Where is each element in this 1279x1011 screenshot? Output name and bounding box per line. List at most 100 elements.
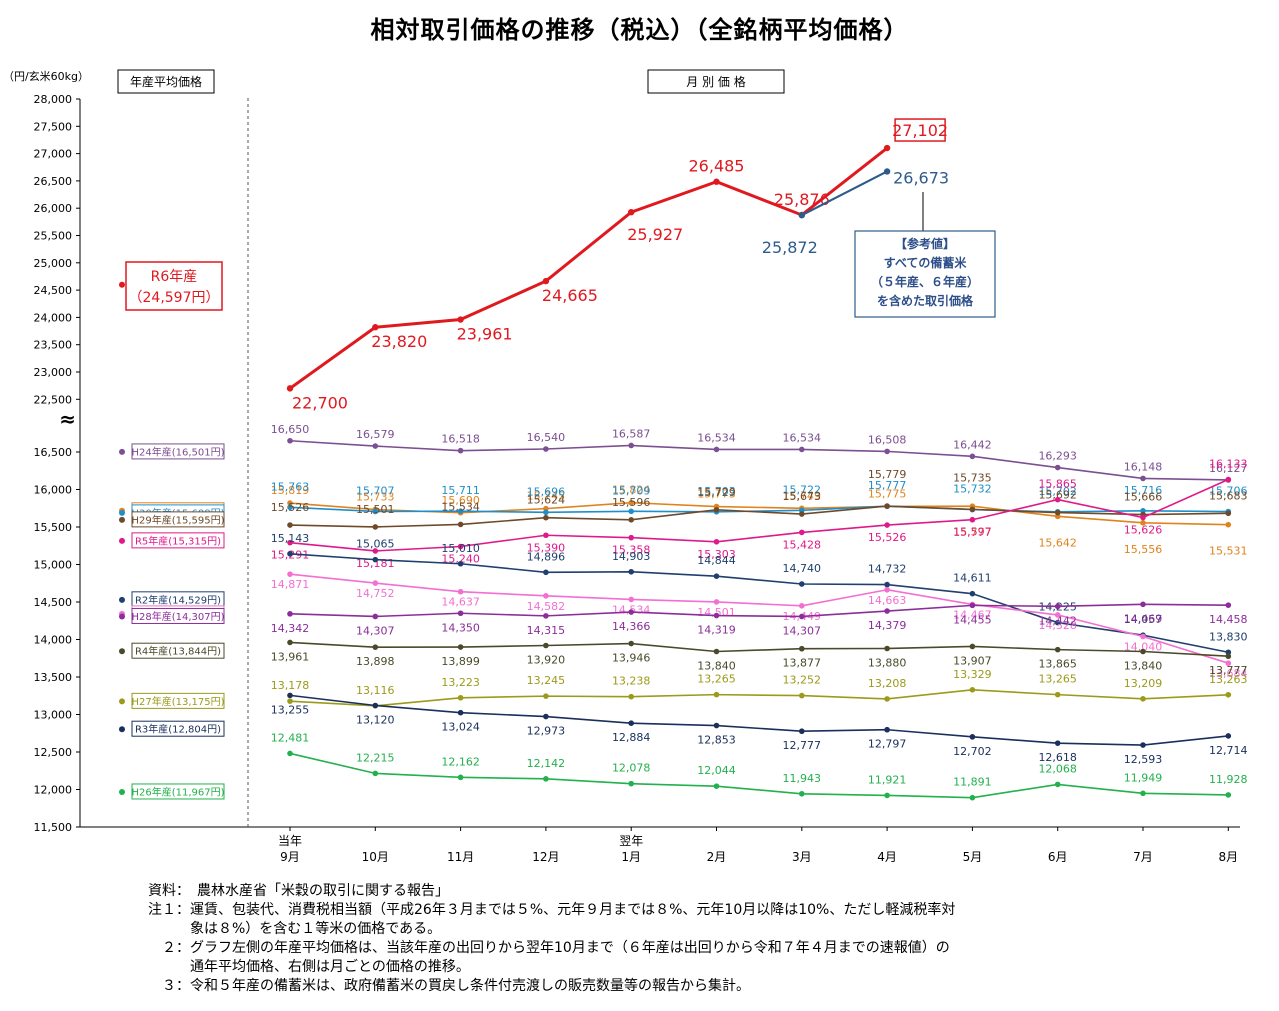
data-label-R3: 12,618	[1038, 751, 1077, 764]
data-point-H27	[457, 694, 464, 701]
data-point-H29	[799, 511, 805, 517]
data-point-R6	[286, 385, 294, 392]
data-point-R4	[628, 640, 634, 647]
data-label-H29: 15,735	[953, 471, 992, 484]
data-label-H30: 15,696	[527, 485, 566, 498]
data-label-R2: 14,903	[612, 550, 651, 563]
data-point-H29	[1054, 509, 1061, 516]
data-label-R6: 24,665	[542, 286, 598, 305]
reference-box	[854, 230, 996, 318]
y-tick-label: 12,500	[34, 746, 73, 759]
series-line-H26	[289, 752, 1229, 799]
series-line-H29	[289, 505, 1229, 528]
x-tick-label: 12月	[532, 850, 559, 864]
annual-point-R5	[119, 537, 125, 544]
data-label-H26: 11,921	[868, 773, 907, 786]
data-label-H28: 14,342	[271, 622, 310, 635]
y-tick-label: 24,000	[34, 311, 73, 324]
data-point-R4	[1140, 648, 1146, 655]
data-label-R4: 13,777	[1209, 664, 1248, 677]
data-point-R2	[287, 550, 293, 557]
note-source: 資料： 農林水産省「米穀の取引に関する報告」	[148, 883, 449, 899]
note-2-cont: 通年平均価格、右側は月ごとの価格の推移。	[148, 959, 470, 975]
data-point-R6	[883, 144, 891, 152]
y-tick-label: 11,500	[34, 821, 73, 834]
data-point-H29	[713, 507, 720, 513]
data-point-R2	[799, 581, 805, 587]
data-label-R3: 12,777	[783, 739, 822, 752]
data-point-H28	[1225, 602, 1232, 608]
data-point-H26	[969, 794, 976, 801]
data-label-H29: 15,673	[783, 490, 822, 503]
data-label-H25: 14,663	[868, 594, 907, 607]
data-point-H29	[457, 521, 464, 528]
data-label-H27: 13,329	[953, 668, 992, 681]
y-tick-label: 27,000	[34, 148, 73, 161]
y-tick-label: 15,000	[34, 559, 73, 572]
data-label-R6ref: 26,673	[893, 168, 949, 187]
data-label-R4: 13,880	[868, 657, 907, 670]
y-tick-label: 25,000	[34, 257, 73, 270]
data-point-R5	[799, 529, 805, 536]
data-label-H30: 15,707	[356, 484, 395, 497]
data-label-H29: 15,692	[1038, 489, 1077, 502]
annual-box-R6	[125, 261, 223, 311]
data-point-R5	[1225, 476, 1232, 483]
data-label-H25: 14,752	[356, 587, 395, 600]
series-line-R3	[289, 694, 1229, 746]
data-point-H27	[884, 696, 890, 702]
data-label-H30: 15,722	[783, 483, 822, 496]
data-label-H29: 15,729	[697, 486, 736, 499]
data-point-H30	[287, 504, 293, 511]
line-chart: ≈28,000 27,500 27,000 26,500 26,000 25,500 25,…	[3, 69, 1248, 864]
annual-label-R3: R3年産(12,804円)	[135, 723, 221, 736]
data-label-R5: 15,390	[527, 541, 566, 554]
series-line-H27	[289, 689, 1229, 707]
data-label-H27: 13,223	[441, 676, 480, 689]
y-tick-label: 23,500	[34, 339, 73, 352]
footnotes: 資料： 農林水産省「米穀の取引に関する報告」 注１：運賃、包装代、消費税相当額（…	[148, 882, 955, 996]
data-label-H27: 13,252	[783, 674, 822, 687]
data-point-H28	[713, 612, 720, 619]
note-1: 注１：運賃、包装代、消費税相当額（平成26年３月までは５%、元年９月までは８%、…	[148, 902, 956, 918]
annual-point-R6	[119, 281, 125, 288]
x-tick-label: 1月	[621, 850, 641, 864]
data-label-R6-latest: 27,102	[892, 121, 948, 140]
data-label-H24: 16,540	[527, 431, 566, 444]
data-point-H25	[628, 596, 634, 603]
data-label-R2: 15,143	[271, 532, 310, 545]
data-label-H28: 14,315	[527, 624, 566, 637]
data-point-R5	[1054, 496, 1061, 503]
data-label-R4: 13,877	[783, 657, 822, 670]
data-label-H28: 14,366	[612, 620, 651, 633]
annual-label-R5: R5年産(15,315円)	[135, 534, 221, 547]
data-point-R5	[287, 539, 293, 546]
data-label-R2: 14,611	[953, 572, 992, 585]
data-point-H25	[713, 599, 720, 605]
data-point-R2	[969, 590, 976, 597]
data-label-R5: 16,133	[1209, 458, 1248, 471]
data-label-H28: 14,458	[1209, 613, 1248, 626]
y-tick-label: 15,500	[34, 521, 73, 534]
annual-box-H29	[131, 511, 225, 528]
data-point-H29	[287, 522, 293, 528]
annual-label-R6: R6年産	[151, 269, 198, 285]
annual-box-H24	[131, 443, 225, 460]
x-tick-label-top: 翌年	[619, 834, 643, 848]
data-label-H26: 11,943	[783, 772, 822, 785]
data-label-R4: 13,920	[527, 654, 566, 667]
data-point-R2	[457, 560, 464, 567]
data-point-H24	[1140, 475, 1146, 482]
annual-box-R4	[131, 642, 225, 659]
data-label-R4: 13,946	[612, 652, 651, 665]
data-label-H26: 12,162	[441, 755, 480, 768]
data-label-R1: 15,531	[1209, 545, 1248, 558]
y-tick-label: 28,000	[34, 93, 73, 106]
data-label-H24: 16,579	[356, 428, 395, 441]
annual-label-R4: R4年産(13,844円)	[135, 645, 221, 658]
right-header-box	[647, 69, 785, 94]
series-line-H24	[289, 439, 1229, 481]
data-label-R3: 12,853	[697, 734, 736, 747]
data-label-H27: 13,238	[612, 675, 651, 688]
data-label-H30: 15,702	[1038, 485, 1077, 498]
